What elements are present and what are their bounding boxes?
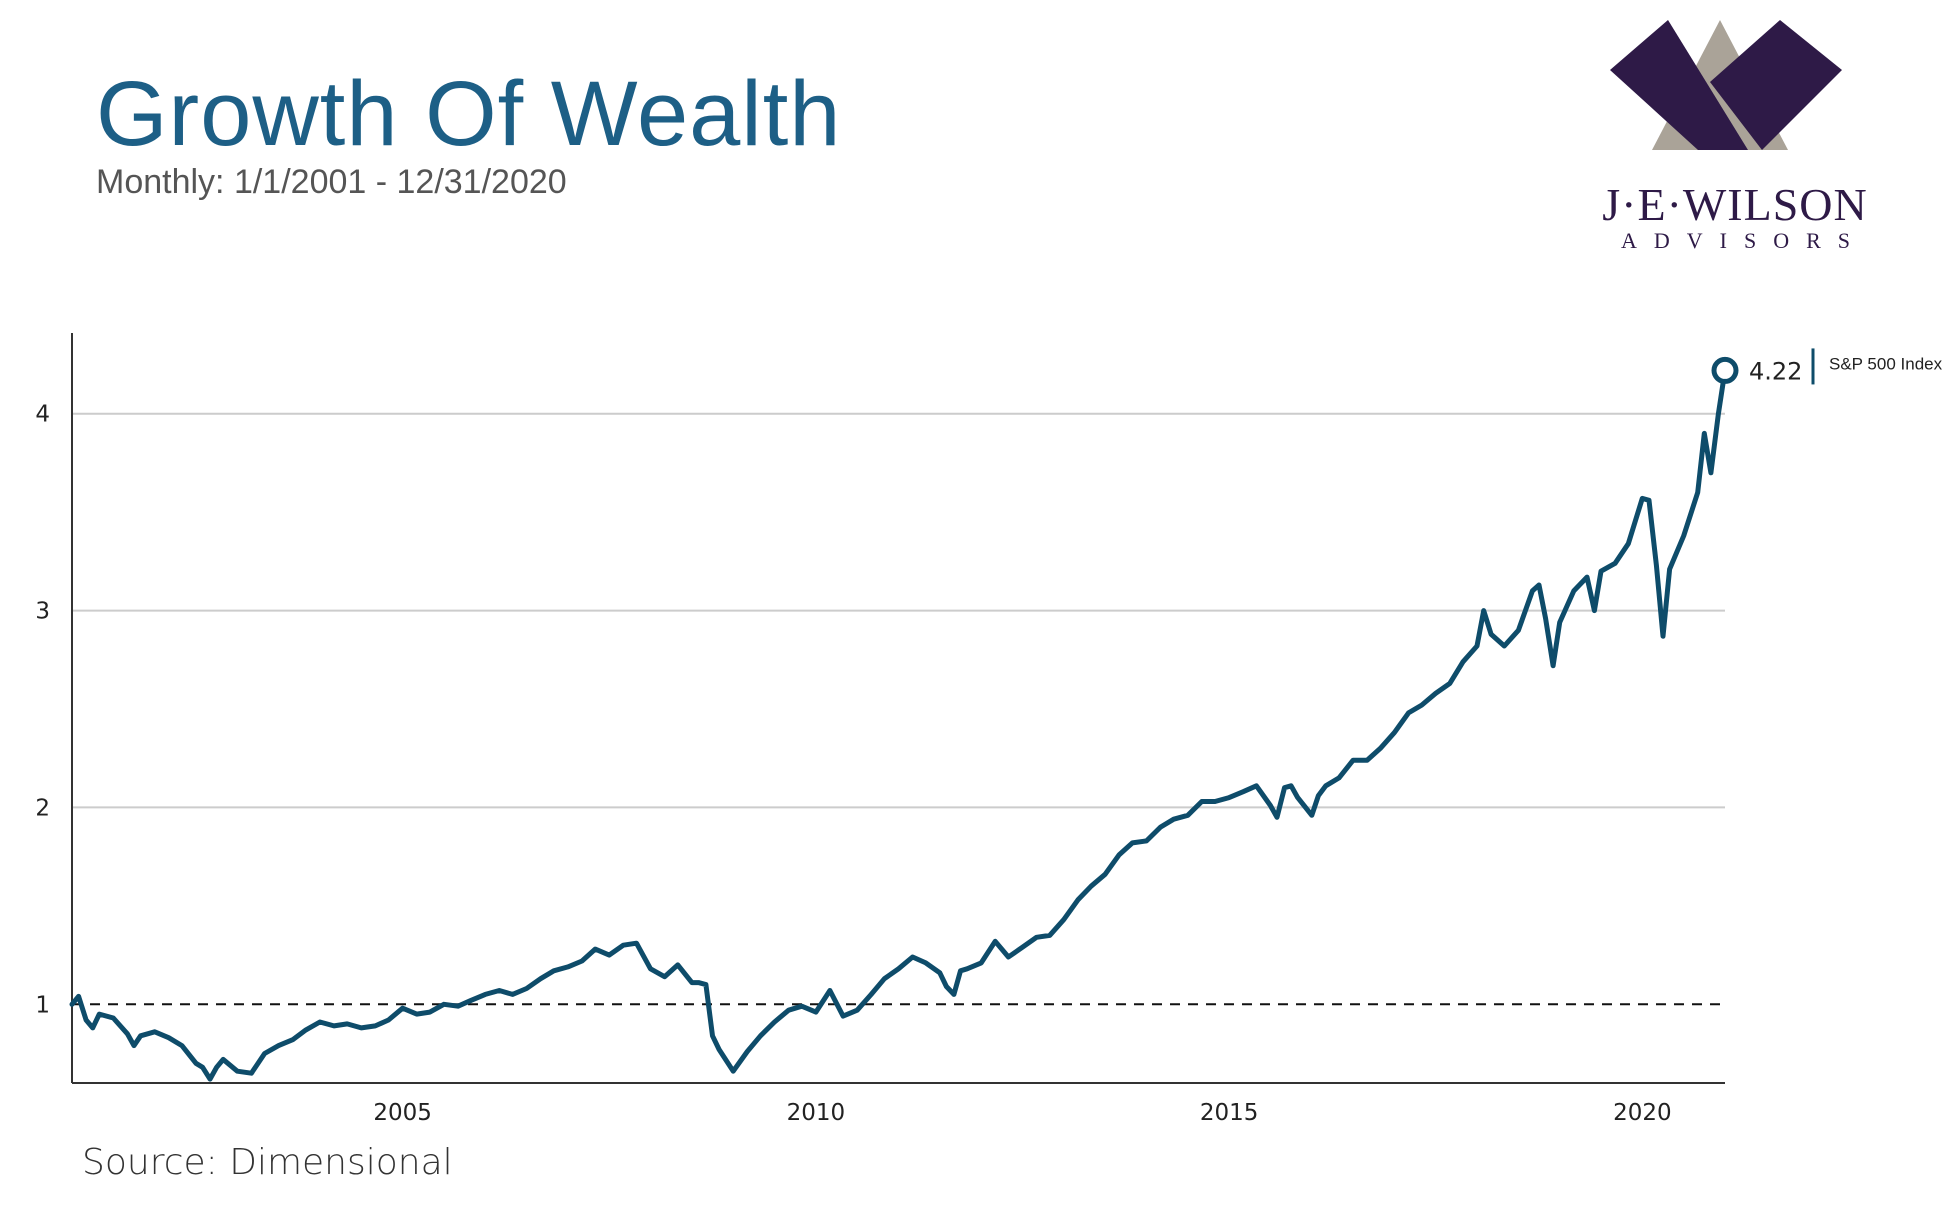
logo-name: J·E·WILSON	[1602, 179, 1868, 230]
y-tick-label: 3	[35, 599, 50, 625]
axes	[71, 333, 1725, 1084]
series-lines	[69, 367, 1728, 1082]
series-line	[69, 367, 1728, 1082]
source-note: Source: Dimensional	[82, 1142, 453, 1183]
grid-lines	[72, 412, 1725, 1006]
date-range-subtitle: Monthly: 1/1/2001 - 12/31/2020	[96, 163, 567, 201]
logo-mark-icon	[1610, 20, 1842, 150]
annotations: 4.22 S&P 500 Index	[1711, 348, 1943, 385]
x-tick-label: 2015	[1200, 1100, 1259, 1126]
x-tick-label: 2005	[373, 1100, 432, 1126]
y-tick-label: 2	[35, 795, 50, 821]
tick-labels: 1 2 3 4 2005 2010 2015 2020	[35, 402, 1671, 1126]
y-tick-label: 1	[35, 992, 50, 1018]
legend-entry-label: S&P 500 Index	[1829, 354, 1943, 373]
page-title: Growth Of Wealth	[96, 63, 842, 165]
end-value-label: 4.22	[1749, 357, 1802, 385]
y-tick-label: 4	[35, 402, 50, 428]
logo-tagline: ADVISORS	[1620, 228, 1868, 253]
x-tick-label: 2010	[787, 1100, 846, 1126]
company-logo: J·E·WILSON ADVISORS	[1600, 10, 1870, 253]
x-tick-label: 2020	[1613, 1100, 1672, 1126]
end-point-marker	[1711, 356, 1739, 384]
